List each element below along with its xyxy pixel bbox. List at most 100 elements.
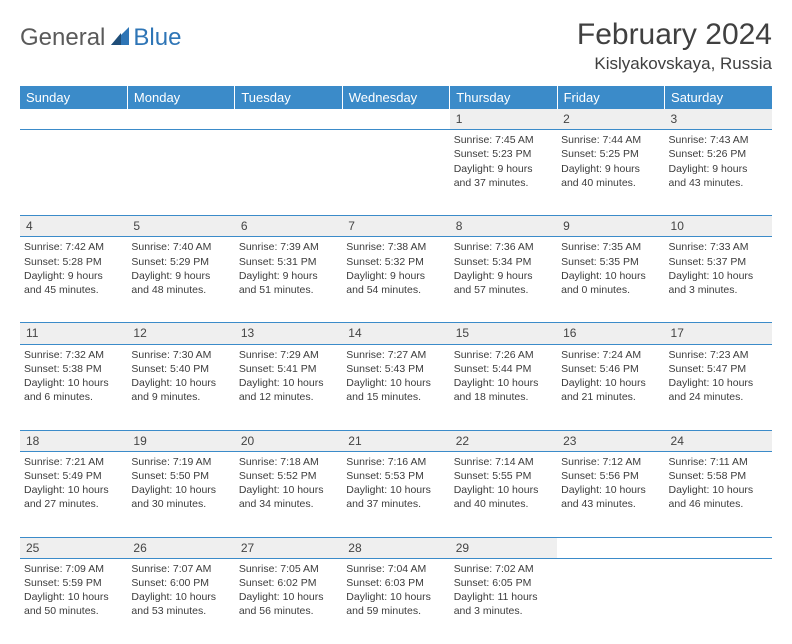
day-number: 19 bbox=[127, 430, 234, 451]
day-sunset: Sunset: 5:49 PM bbox=[24, 469, 123, 483]
day-sunrise: Sunrise: 7:38 AM bbox=[346, 240, 445, 254]
day-dl2: and 37 minutes. bbox=[346, 497, 445, 511]
day-dl2: and 24 minutes. bbox=[669, 390, 768, 404]
day-dl1: Daylight: 10 hours bbox=[561, 483, 660, 497]
day-sunrise: Sunrise: 7:24 AM bbox=[561, 348, 660, 362]
day-sunrise: Sunrise: 7:04 AM bbox=[346, 562, 445, 576]
day-dl1: Daylight: 10 hours bbox=[131, 376, 230, 390]
day-detail: Sunrise: 7:07 AMSunset: 6:00 PMDaylight:… bbox=[127, 558, 234, 644]
day-sunrise: Sunrise: 7:23 AM bbox=[669, 348, 768, 362]
day-sunrise: Sunrise: 7:42 AM bbox=[24, 240, 123, 254]
day-number: 15 bbox=[450, 323, 557, 344]
day-detail: Sunrise: 7:43 AMSunset: 5:26 PMDaylight:… bbox=[665, 130, 772, 216]
day-sunrise: Sunrise: 7:29 AM bbox=[239, 348, 338, 362]
day-dl1: Daylight: 10 hours bbox=[346, 483, 445, 497]
day-sunrise: Sunrise: 7:12 AM bbox=[561, 455, 660, 469]
day-sunrise: Sunrise: 7:26 AM bbox=[454, 348, 553, 362]
weekday-header: Sunday bbox=[20, 86, 127, 109]
day-detail: Sunrise: 7:02 AMSunset: 6:05 PMDaylight:… bbox=[450, 558, 557, 644]
day-detail: Sunrise: 7:39 AMSunset: 5:31 PMDaylight:… bbox=[235, 237, 342, 323]
day-sunrise: Sunrise: 7:30 AM bbox=[131, 348, 230, 362]
day-dl1: Daylight: 10 hours bbox=[454, 376, 553, 390]
day-detail: Sunrise: 7:04 AMSunset: 6:03 PMDaylight:… bbox=[342, 558, 449, 644]
day-sunset: Sunset: 5:25 PM bbox=[561, 147, 660, 161]
day-dl2: and 27 minutes. bbox=[24, 497, 123, 511]
weekday-header: Thursday bbox=[450, 86, 557, 109]
day-sunset: Sunset: 6:02 PM bbox=[239, 576, 338, 590]
day-sunset: Sunset: 5:38 PM bbox=[24, 362, 123, 376]
day-sunset: Sunset: 5:32 PM bbox=[346, 255, 445, 269]
day-dl1: Daylight: 9 hours bbox=[454, 162, 553, 176]
day-dl1: Daylight: 10 hours bbox=[669, 483, 768, 497]
calendar-table: SundayMondayTuesdayWednesdayThursdayFrid… bbox=[20, 86, 772, 644]
day-number: 7 bbox=[342, 216, 449, 237]
day-detail-row: Sunrise: 7:45 AMSunset: 5:23 PMDaylight:… bbox=[20, 130, 772, 216]
day-detail: Sunrise: 7:29 AMSunset: 5:41 PMDaylight:… bbox=[235, 344, 342, 430]
day-detail: Sunrise: 7:36 AMSunset: 5:34 PMDaylight:… bbox=[450, 237, 557, 323]
day-number: 12 bbox=[127, 323, 234, 344]
day-sunset: Sunset: 5:26 PM bbox=[669, 147, 768, 161]
day-detail: Sunrise: 7:44 AMSunset: 5:25 PMDaylight:… bbox=[557, 130, 664, 216]
day-sunset: Sunset: 5:41 PM bbox=[239, 362, 338, 376]
day-sunset: Sunset: 5:23 PM bbox=[454, 147, 553, 161]
day-sunrise: Sunrise: 7:16 AM bbox=[346, 455, 445, 469]
day-dl1: Daylight: 10 hours bbox=[561, 376, 660, 390]
day-sunset: Sunset: 5:59 PM bbox=[24, 576, 123, 590]
day-number: 25 bbox=[20, 537, 127, 558]
weekday-header: Monday bbox=[127, 86, 234, 109]
day-number: 28 bbox=[342, 537, 449, 558]
day-sunset: Sunset: 5:28 PM bbox=[24, 255, 123, 269]
day-detail-empty bbox=[665, 558, 772, 644]
calendar-body: 123Sunrise: 7:45 AMSunset: 5:23 PMDaylig… bbox=[20, 109, 772, 644]
day-dl2: and 43 minutes. bbox=[669, 176, 768, 190]
day-detail-empty bbox=[235, 130, 342, 216]
day-detail: Sunrise: 7:23 AMSunset: 5:47 PMDaylight:… bbox=[665, 344, 772, 430]
day-dl1: Daylight: 10 hours bbox=[669, 269, 768, 283]
day-sunset: Sunset: 5:55 PM bbox=[454, 469, 553, 483]
day-dl2: and 45 minutes. bbox=[24, 283, 123, 297]
day-sunrise: Sunrise: 7:44 AM bbox=[561, 133, 660, 147]
day-dl1: Daylight: 9 hours bbox=[561, 162, 660, 176]
day-number-empty bbox=[127, 109, 234, 130]
day-detail: Sunrise: 7:42 AMSunset: 5:28 PMDaylight:… bbox=[20, 237, 127, 323]
day-sunset: Sunset: 6:03 PM bbox=[346, 576, 445, 590]
day-detail-empty bbox=[557, 558, 664, 644]
day-number: 24 bbox=[665, 430, 772, 451]
day-detail: Sunrise: 7:30 AMSunset: 5:40 PMDaylight:… bbox=[127, 344, 234, 430]
day-sunset: Sunset: 5:50 PM bbox=[131, 469, 230, 483]
day-dl2: and 46 minutes. bbox=[669, 497, 768, 511]
day-sunset: Sunset: 6:05 PM bbox=[454, 576, 553, 590]
day-number: 16 bbox=[557, 323, 664, 344]
day-dl2: and 48 minutes. bbox=[131, 283, 230, 297]
day-dl2: and 21 minutes. bbox=[561, 390, 660, 404]
day-sunrise: Sunrise: 7:36 AM bbox=[454, 240, 553, 254]
day-detail: Sunrise: 7:27 AMSunset: 5:43 PMDaylight:… bbox=[342, 344, 449, 430]
day-sunrise: Sunrise: 7:14 AM bbox=[454, 455, 553, 469]
day-sunrise: Sunrise: 7:05 AM bbox=[239, 562, 338, 576]
day-number: 6 bbox=[235, 216, 342, 237]
day-detail: Sunrise: 7:35 AMSunset: 5:35 PMDaylight:… bbox=[557, 237, 664, 323]
day-number: 1 bbox=[450, 109, 557, 130]
day-sunset: Sunset: 5:52 PM bbox=[239, 469, 338, 483]
day-detail-row: Sunrise: 7:21 AMSunset: 5:49 PMDaylight:… bbox=[20, 451, 772, 537]
day-dl2: and 30 minutes. bbox=[131, 497, 230, 511]
day-number-row: 18192021222324 bbox=[20, 430, 772, 451]
day-detail: Sunrise: 7:40 AMSunset: 5:29 PMDaylight:… bbox=[127, 237, 234, 323]
day-number: 26 bbox=[127, 537, 234, 558]
day-sunset: Sunset: 5:37 PM bbox=[669, 255, 768, 269]
day-dl2: and 51 minutes. bbox=[239, 283, 338, 297]
day-dl1: Daylight: 10 hours bbox=[239, 590, 338, 604]
day-dl2: and 37 minutes. bbox=[454, 176, 553, 190]
day-dl1: Daylight: 10 hours bbox=[131, 483, 230, 497]
day-sunrise: Sunrise: 7:35 AM bbox=[561, 240, 660, 254]
day-dl2: and 54 minutes. bbox=[346, 283, 445, 297]
day-sunrise: Sunrise: 7:18 AM bbox=[239, 455, 338, 469]
day-sunrise: Sunrise: 7:33 AM bbox=[669, 240, 768, 254]
day-number-empty bbox=[20, 109, 127, 130]
day-sunset: Sunset: 5:35 PM bbox=[561, 255, 660, 269]
day-sunset: Sunset: 5:34 PM bbox=[454, 255, 553, 269]
day-detail: Sunrise: 7:24 AMSunset: 5:46 PMDaylight:… bbox=[557, 344, 664, 430]
day-dl1: Daylight: 9 hours bbox=[669, 162, 768, 176]
day-sunrise: Sunrise: 7:27 AM bbox=[346, 348, 445, 362]
day-dl2: and 40 minutes. bbox=[454, 497, 553, 511]
